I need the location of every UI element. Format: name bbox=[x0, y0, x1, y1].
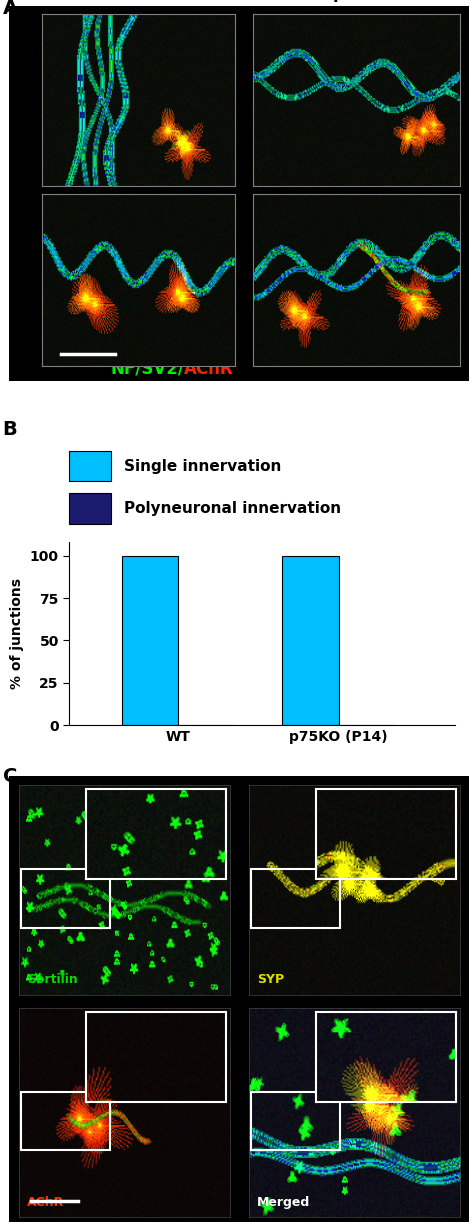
Bar bbox=[69, 451, 110, 481]
Text: P14: P14 bbox=[14, 260, 29, 292]
Text: p75KO: p75KO bbox=[333, 0, 394, 2]
Text: Polyneuronal innervation: Polyneuronal innervation bbox=[124, 501, 342, 516]
Text: Single innervation: Single innervation bbox=[124, 458, 282, 474]
Text: C: C bbox=[2, 768, 17, 786]
Text: NF/SV2/: NF/SV2/ bbox=[110, 360, 184, 378]
Text: P7: P7 bbox=[14, 77, 29, 99]
Bar bbox=[69, 494, 110, 524]
Text: A: A bbox=[2, 0, 18, 17]
Text: AChR: AChR bbox=[184, 360, 234, 378]
Text: WT: WT bbox=[130, 0, 160, 2]
Text: B: B bbox=[2, 420, 18, 440]
